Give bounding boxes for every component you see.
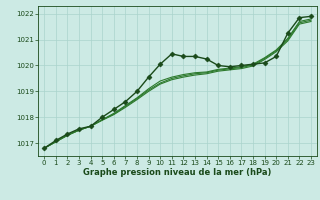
X-axis label: Graphe pression niveau de la mer (hPa): Graphe pression niveau de la mer (hPa) xyxy=(84,168,272,177)
